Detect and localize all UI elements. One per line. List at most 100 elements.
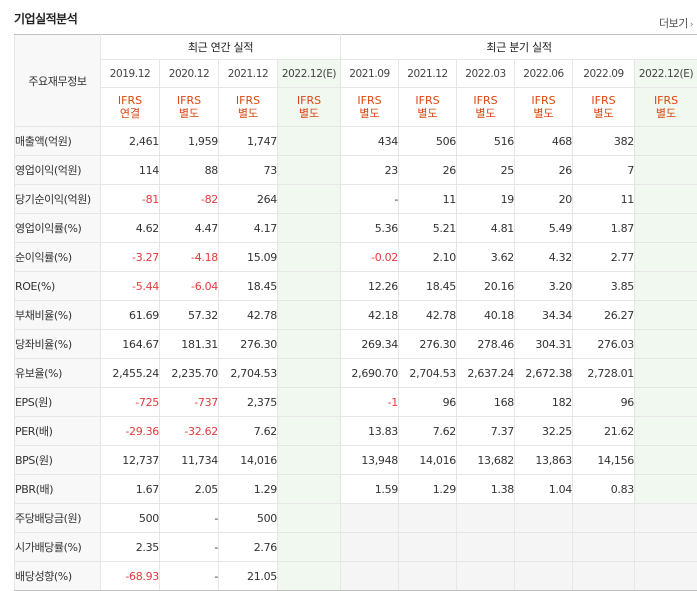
row-label: 부채비율(%) — [14, 300, 101, 330]
table-row: 당좌비율(%) 164.67 181.31 276.30 269.34 276.30 278… — [14, 329, 697, 359]
consolidation-type: 별도 — [475, 107, 496, 120]
table-cell: 13,863 — [514, 445, 574, 475]
table-cell — [634, 532, 697, 562]
table-cell — [276, 271, 342, 301]
table-cell: 73 — [218, 155, 278, 185]
period-header: 2022.03 — [456, 59, 516, 88]
table-cell: - — [159, 532, 219, 562]
table-cell: 278.46 — [456, 329, 516, 359]
table-cell: 181.31 — [159, 329, 219, 359]
table-row: 주당배당금(원) 500-500 — [14, 503, 697, 533]
table-cell: 11 — [572, 184, 636, 214]
table-cell: 1.67 — [100, 474, 160, 504]
table-cell: -68.93 — [100, 561, 160, 591]
table-cell — [514, 532, 574, 562]
table-row: 영업이익(억원) 114 88 73 23 26 25 26 7 — [14, 155, 697, 185]
table-row: 부채비율(%) 61.69 57.32 42.78 42.18 42.78 40.18 34.… — [14, 300, 697, 330]
table-cell: 4.32 — [514, 242, 574, 272]
table-cell — [340, 561, 400, 591]
group-header-quarterly: 최근 분기 실적 — [340, 34, 697, 60]
table-cell: 88 — [159, 155, 219, 185]
table-cell: 2,235.70 — [159, 358, 219, 388]
standard-name: IFRS — [235, 94, 261, 107]
period-header: 2022.06 — [514, 59, 574, 88]
table-cell: 18.45 — [218, 271, 278, 301]
standard-name: IFRS — [473, 94, 498, 107]
consolidation-type: 별도 — [593, 107, 614, 120]
table-cell: 4.62 — [100, 213, 160, 243]
table-cell — [456, 561, 516, 591]
table-cell — [634, 184, 697, 214]
consolidation-type: 별도 — [359, 107, 380, 120]
row-label: BPS(원) — [14, 445, 101, 475]
table-cell: 26 — [398, 155, 458, 185]
table-cell: 13.83 — [340, 416, 400, 446]
table-cell: 18.45 — [398, 271, 458, 301]
row-label: PBR(배) — [14, 474, 101, 504]
table-cell: 34.34 — [514, 300, 574, 330]
table-cell — [634, 300, 697, 330]
accounting-standard: IFRS 별도 — [514, 87, 574, 127]
consolidation-type: 별도 — [178, 107, 200, 120]
table-cell: 114 — [100, 155, 160, 185]
consolidation-type: 별도 — [655, 107, 677, 120]
table-cell: 2.05 — [159, 474, 219, 504]
table-cell — [340, 503, 400, 533]
accounting-standard: IFRS 별도 — [398, 87, 458, 127]
table-cell: 1.29 — [218, 474, 278, 504]
table-cell — [572, 561, 636, 591]
table-cell: 2.10 — [398, 242, 458, 272]
table-cell: 3.20 — [514, 271, 574, 301]
accounting-standard: IFRS 별도 — [572, 87, 636, 127]
row-label: ROE(%) — [14, 271, 101, 301]
table-cell — [276, 387, 342, 417]
accounting-standard: IFRS 별도 — [634, 87, 697, 127]
row-header: 주요재무정보 — [14, 34, 101, 127]
table-cell: 11 — [398, 184, 458, 214]
table-cell: 164.67 — [100, 329, 160, 359]
row-label: EPS(원) — [14, 387, 101, 417]
table-cell — [634, 561, 697, 591]
table-cell: -1 — [340, 387, 400, 417]
table-cell: 276.03 — [572, 329, 636, 359]
more-link[interactable]: 더보기 › — [659, 15, 694, 31]
row-label: 매출액(억원) — [14, 126, 101, 156]
consolidation-type: 별도 — [533, 107, 554, 120]
table-cell: 15.09 — [218, 242, 278, 272]
table-cell: 5.49 — [514, 213, 574, 243]
row-label: 당기순이익(억원) — [14, 184, 101, 214]
table-cell — [276, 155, 342, 185]
table-cell: 269.34 — [340, 329, 400, 359]
table-cell: 14,016 — [398, 445, 458, 475]
table-cell: 2,704.53 — [218, 358, 278, 388]
table-cell: - — [340, 184, 400, 214]
table-cell — [634, 155, 697, 185]
table-cell: 5.36 — [340, 213, 400, 243]
table-cell: -6.04 — [159, 271, 219, 301]
standard-name: IFRS — [531, 94, 556, 107]
table-cell — [572, 532, 636, 562]
table-cell: 26.27 — [572, 300, 636, 330]
period-header: 2021.12 — [218, 59, 278, 88]
row-label: 시가배당률(%) — [14, 532, 101, 562]
table-cell: 42.18 — [340, 300, 400, 330]
table-cell — [634, 387, 697, 417]
row-label: 유보율(%) — [14, 358, 101, 388]
table-cell — [340, 532, 400, 562]
standard-name: IFRS — [176, 94, 202, 107]
more-link-label: 더보기 — [659, 17, 688, 30]
table-cell — [276, 126, 342, 156]
table-cell — [634, 416, 697, 446]
table-cell: 13,948 — [340, 445, 400, 475]
table-row: 순이익률(%) -3.27 -4.18 15.09 -0.02 2.10 3.62 4.32 2… — [14, 242, 697, 272]
row-label: 영업이익률(%) — [14, 213, 101, 243]
table-cell: 7.37 — [456, 416, 516, 446]
table-cell: 2,461 — [100, 126, 160, 156]
consolidation-type: 별도 — [417, 107, 438, 120]
table-cell: 2,455.24 — [100, 358, 160, 388]
standard-name: IFRS — [117, 94, 143, 107]
table-cell: 434 — [340, 126, 400, 156]
table-cell: -82 — [159, 184, 219, 214]
table-cell: 21.05 — [218, 561, 278, 591]
table-cell: -29.36 — [100, 416, 160, 446]
